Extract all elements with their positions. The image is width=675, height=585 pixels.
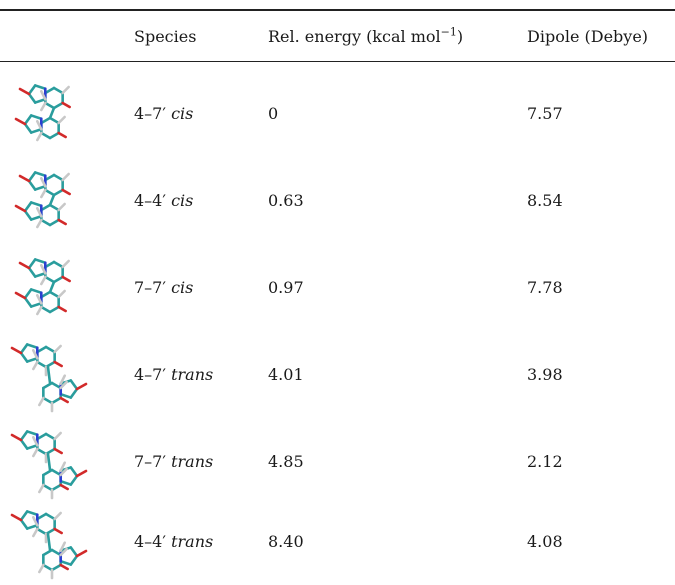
header-energy-suffix: ) — [456, 27, 464, 46]
dipole-cell: 4.08 — [527, 532, 563, 551]
molecule-4-7-trans-icon — [10, 343, 88, 413]
table-header-rule — [0, 61, 675, 62]
species-linkage: 4–4′ — [134, 532, 166, 551]
dipole-cell: 7.78 — [527, 278, 563, 297]
dipole-cell: 3.98 — [527, 365, 563, 384]
energy-cell: 8.40 — [268, 532, 304, 551]
molecule-7-7-trans-icon — [10, 430, 88, 500]
header-rel-energy: Rel. energy (kcal mol−1) — [268, 27, 463, 47]
header-species: Species — [134, 27, 197, 46]
species-isomer: trans — [171, 532, 214, 551]
energy-cell: 0.97 — [268, 278, 304, 297]
molecule-4-7-cis-icon — [14, 84, 71, 142]
energy-cell: 0 — [268, 104, 279, 123]
dipole-cell: 2.12 — [527, 452, 563, 471]
molecule-4-4-trans-icon — [10, 510, 88, 580]
table-row: 4–4′ trans 8.40 4.08 — [0, 498, 675, 585]
energy-cell: 4.85 — [268, 452, 304, 471]
dipole-cell: 7.57 — [527, 104, 563, 123]
species-cell: 4–7′ trans — [134, 331, 213, 418]
table-row: 7–7′ trans 4.85 2.12 — [0, 418, 675, 505]
table-row: 4–7′ trans 4.01 3.98 — [0, 331, 675, 418]
species-cell: 4–7′ cis — [134, 70, 193, 157]
table-header-row: Species Rel. energy (kcal mol−1) Dipole … — [0, 11, 675, 61]
energy-cell: 0.63 — [268, 191, 304, 210]
header-energy-prefix: Rel. energy (kcal mol — [268, 27, 441, 46]
header-energy-exponent: −1 — [440, 25, 457, 39]
table-top-rule — [0, 9, 675, 11]
species-cell: 7–7′ cis — [134, 244, 193, 331]
species-cell: 4–4′ trans — [134, 498, 213, 585]
species-linkage: 7–7′ — [134, 278, 166, 297]
species-isomer: cis — [171, 191, 194, 210]
species-linkage: 7–7′ — [134, 452, 166, 471]
species-isomer: cis — [171, 278, 194, 297]
table-row: 7–7′ cis 0.97 7.78 — [0, 244, 675, 331]
molecule-4-4-cis-icon — [14, 171, 71, 229]
species-isomer: trans — [171, 452, 214, 471]
table-row: 4–7′ cis 0 7.57 — [0, 70, 675, 157]
dipole-cell: 8.54 — [527, 191, 563, 210]
header-dipole: Dipole (Debye) — [527, 27, 649, 46]
species-linkage: 4–7′ — [134, 365, 166, 384]
energy-cell: 4.01 — [268, 365, 304, 384]
species-linkage: 4–4′ — [134, 191, 166, 210]
species-isomer: trans — [171, 365, 214, 384]
species-cell: 7–7′ trans — [134, 418, 213, 505]
species-cell: 4–4′ cis — [134, 157, 193, 244]
species-isomer: cis — [171, 104, 194, 123]
species-linkage: 4–7′ — [134, 104, 166, 123]
molecule-7-7-cis-icon — [14, 258, 71, 316]
table-row: 4–4′ cis 0.63 8.54 — [0, 157, 675, 244]
